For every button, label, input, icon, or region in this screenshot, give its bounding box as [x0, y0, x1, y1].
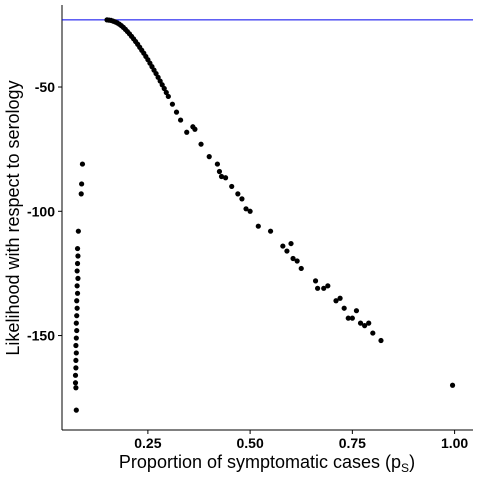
data-point-80 — [74, 283, 80, 289]
x-tick-label: 1.00 — [441, 435, 468, 451]
data-point-81 — [74, 290, 81, 296]
data-point-33 — [177, 117, 184, 123]
data-point-73 — [78, 191, 84, 197]
data-point-68 — [366, 320, 372, 326]
data-point-48 — [255, 223, 261, 229]
data-point-78 — [74, 268, 80, 274]
data-points — [72, 17, 456, 413]
data-point-79 — [75, 275, 81, 281]
data-point-53 — [290, 255, 296, 262]
data-point-76 — [75, 253, 81, 259]
x-axis-title-subscript: S — [401, 461, 409, 475]
data-point-32 — [173, 109, 180, 115]
data-point-92 — [72, 372, 79, 378]
data-point-74 — [75, 228, 81, 234]
data-point-70 — [378, 337, 384, 344]
data-point-49 — [267, 228, 274, 234]
data-point-39 — [214, 161, 221, 167]
y-axis-ticks: -50 -100 -150 — [27, 79, 62, 344]
data-point-65 — [353, 308, 360, 314]
data-point-57 — [314, 285, 321, 291]
data-point-36 — [192, 126, 198, 132]
data-point-77 — [74, 260, 81, 267]
data-point-72 — [79, 181, 85, 187]
x-axis-title: Proportion of symptomatic cases (pS) — [119, 452, 415, 475]
data-point-56 — [312, 278, 319, 284]
data-point-47 — [247, 208, 253, 214]
data-point-95 — [73, 407, 79, 413]
x-axis-title-suffix: ) — [409, 452, 415, 472]
y-tick-label: -100 — [27, 203, 55, 219]
data-point-71 — [79, 161, 86, 167]
data-point-34 — [184, 129, 190, 135]
data-point-93 — [72, 380, 79, 386]
data-point-89 — [73, 350, 79, 356]
data-point-43 — [229, 183, 235, 190]
data-point-94 — [73, 385, 79, 391]
data-point-51 — [284, 248, 290, 254]
data-point-85 — [73, 320, 79, 326]
data-point-86 — [74, 327, 80, 334]
x-axis-title-main: Proportion of symptomatic cases (p — [119, 452, 401, 472]
data-point-60 — [333, 298, 339, 304]
data-point-28 — [161, 85, 167, 92]
data-point-50 — [280, 243, 286, 249]
data-point-41 — [218, 173, 225, 180]
data-point-37 — [198, 141, 204, 147]
data-point-69 — [370, 330, 376, 336]
data-point-59 — [325, 283, 331, 289]
data-point-87 — [73, 335, 79, 341]
data-point-38 — [206, 154, 212, 160]
data-point-88 — [73, 342, 79, 349]
data-point-44 — [235, 191, 241, 197]
data-point-82 — [74, 298, 80, 304]
data-point-83 — [74, 305, 80, 311]
x-axis-ticks: 0.25 0.50 0.75 1.00 — [134, 430, 468, 451]
data-point-42 — [222, 175, 229, 181]
data-point-52 — [288, 240, 294, 247]
data-point-29 — [163, 89, 169, 96]
data-point-30 — [165, 93, 171, 100]
data-point-84 — [74, 313, 80, 319]
x-tick-label: 0.25 — [134, 435, 161, 451]
data-point-67 — [362, 323, 368, 329]
data-point-75 — [74, 245, 81, 252]
data-point-40 — [216, 168, 223, 175]
data-point-61 — [337, 295, 343, 301]
data-point-54 — [294, 258, 300, 264]
data-point-91 — [73, 365, 79, 371]
data-point-66 — [357, 320, 364, 326]
x-tick-label: 0.75 — [339, 435, 366, 451]
data-point-64 — [349, 315, 355, 321]
data-point-46 — [243, 206, 249, 212]
data-point-62 — [341, 305, 347, 311]
data-point-96 — [449, 382, 456, 388]
data-point-63 — [345, 315, 351, 321]
y-tick-label: -50 — [35, 79, 55, 95]
data-point-58 — [321, 285, 327, 291]
data-point-31 — [169, 101, 176, 107]
x-tick-label: 0.50 — [236, 435, 263, 451]
data-point-55 — [298, 265, 304, 272]
data-point-45 — [239, 196, 245, 202]
data-point-90 — [73, 357, 79, 364]
y-tick-label: -150 — [27, 328, 55, 344]
y-axis-title: Likelihood with respect to serology — [3, 80, 23, 355]
